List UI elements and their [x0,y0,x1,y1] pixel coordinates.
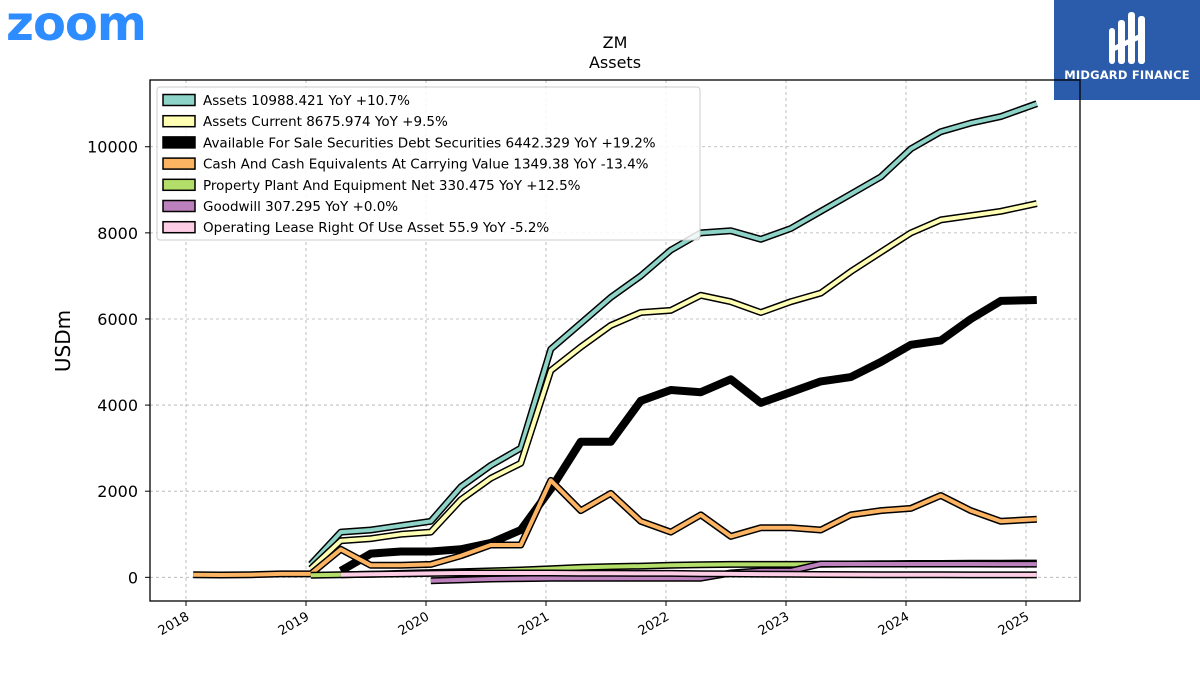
legend-swatch [162,199,196,213]
series-line [338,296,1037,575]
x-tick-label: 2018 [156,609,192,639]
legend-label: Goodwill 307.295 YoY +0.0% [203,199,398,215]
x-axis-ticks: 2018 2019 2020 2021 2022 2023 2024 2025 [156,601,1032,639]
legend-swatch [162,136,196,149]
series-0 [308,100,1038,567]
chart-subtitle: Assets [589,53,641,72]
series-line [309,201,1038,571]
chart-title: ZM [603,33,628,52]
midgard-finance-logo: MIDGARD FINANCE [1054,0,1200,100]
x-tick-label: 2020 [396,609,432,639]
y-axis-label: USDm [51,310,75,372]
x-tick-label: 2023 [756,609,792,639]
legend-swatch [162,178,196,192]
y-axis-ticks: 0 2000 4000 6000 8000 10000 [87,138,150,587]
x-tick-label: 2022 [636,609,672,639]
legend-item: Goodwill 307.295 YoY +0.0% [162,199,398,215]
legend-swatch [162,220,196,234]
legend-item: Available For Sale Securities Debt Secur… [162,135,656,151]
legend-swatch [162,114,196,128]
midgard-finance-mark-icon [1109,12,1145,64]
legend: Assets 10988.421 YoY +10.7% Assets Curren… [156,86,701,241]
y-tick-label: 8000 [97,224,138,243]
legend-label: Operating Lease Right Of Use Asset 55.9 … [203,220,549,236]
legend-box [156,86,701,241]
x-tick-label: 2025 [996,609,1032,639]
legend-label: Assets Current 8675.974 YoY +9.5% [203,114,448,130]
series-line [340,571,1037,577]
y-tick-label: 6000 [97,310,138,329]
series-1 [308,200,1038,572]
series-2 [338,296,1037,575]
legend-label: Cash And Cash Equivalents At Carrying Va… [203,157,649,173]
zoom-logo: zoom [6,0,147,48]
legend-item: Assets Current 8675.974 YoY +9.5% [162,114,448,130]
series-layer [193,100,1038,585]
midgard-finance-name: MIDGARD FINANCE [1064,68,1190,82]
plot-frame [149,79,1081,602]
series-line [193,478,1037,577]
y-tick-label: 2000 [97,482,138,501]
legend-label: Property Plant And Equipment Net 330.475… [203,178,581,194]
legend-item: Assets 10988.421 YoY +10.7% [162,93,410,109]
series-line-outline [308,200,1038,572]
x-tick-label: 2019 [276,609,312,639]
y-tick-label: 10000 [87,138,138,157]
zoom-logo-text: zoom [6,0,147,52]
legend-item: Property Plant And Equipment Net 330.475… [162,178,581,194]
legend-item: Operating Lease Right Of Use Asset 55.9 … [162,220,549,236]
legend-swatch [162,157,196,170]
legend-label: Assets 10988.421 YoY +10.7% [203,93,410,109]
x-tick-label: 2021 [516,609,552,639]
y-tick-label: 0 [128,568,138,587]
x-tick-label: 2024 [876,609,912,639]
series-line [309,101,1038,566]
legend-label: Available For Sale Securities Debt Secur… [203,135,656,151]
legend-swatch [162,93,196,107]
series-6 [340,569,1037,579]
y-tick-label: 4000 [97,396,138,415]
series-3 [193,476,1038,579]
legend-item: Cash And Cash Equivalents At Carrying Va… [162,157,649,173]
